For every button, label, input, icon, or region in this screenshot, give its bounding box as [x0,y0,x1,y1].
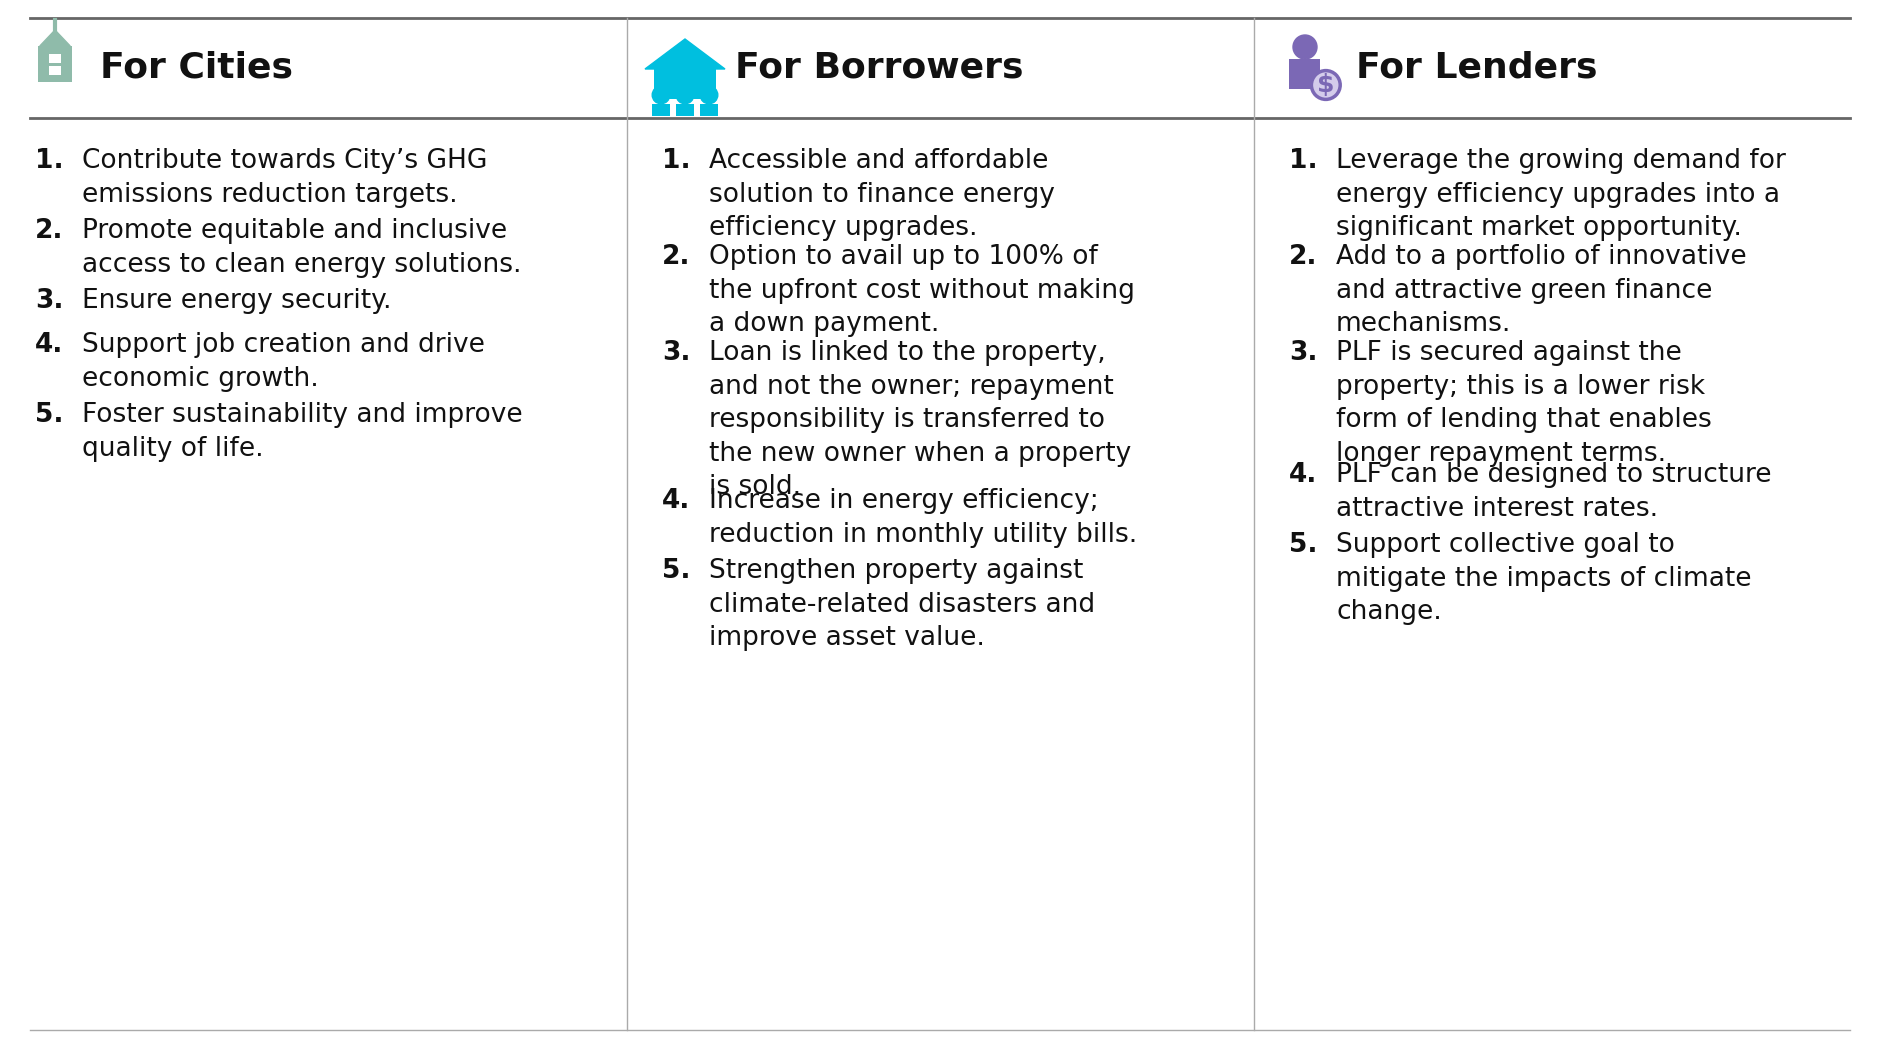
FancyBboxPatch shape [1290,60,1320,89]
FancyBboxPatch shape [677,103,694,116]
Text: 4.: 4. [1290,462,1318,488]
Circle shape [652,87,669,103]
FancyBboxPatch shape [49,66,60,75]
Text: Promote equitable and inclusive
access to clean energy solutions.: Promote equitable and inclusive access t… [83,218,521,278]
Text: 1.: 1. [36,148,64,174]
Text: Increase in energy efficiency;
reduction in monthly utility bills.: Increase in energy efficiency; reduction… [709,488,1137,548]
Text: 1.: 1. [662,148,690,174]
FancyBboxPatch shape [654,69,716,99]
Text: For Cities: For Cities [100,51,293,85]
Text: 2.: 2. [1290,244,1318,270]
Circle shape [677,87,694,103]
Circle shape [1312,71,1340,99]
Text: PLF can be designed to structure
attractive interest rates.: PLF can be designed to structure attract… [1337,462,1771,522]
Text: Support job creation and drive
economic growth.: Support job creation and drive economic … [83,332,485,392]
Text: 3.: 3. [36,288,64,314]
Text: 5.: 5. [1290,532,1318,557]
FancyBboxPatch shape [699,103,718,116]
Text: $: $ [1318,73,1335,97]
Text: 5.: 5. [662,557,690,584]
Text: PLF is secured against the
property; this is a lower risk
form of lending that e: PLF is secured against the property; thi… [1337,340,1713,467]
Text: 4.: 4. [36,332,64,358]
Text: 2.: 2. [36,218,64,244]
Text: Add to a portfolio of innovative
and attractive green finance
mechanisms.: Add to a portfolio of innovative and att… [1337,244,1747,337]
Text: Option to avail up to 100% of
the upfront cost without making
a down payment.: Option to avail up to 100% of the upfron… [709,244,1136,337]
Text: Ensure energy security.: Ensure energy security. [83,288,391,314]
Polygon shape [39,30,70,46]
Text: Support collective goal to
mitigate the impacts of climate
change.: Support collective goal to mitigate the … [1337,532,1752,625]
Circle shape [699,87,718,103]
Text: 3.: 3. [1290,340,1318,366]
Polygon shape [645,39,726,69]
FancyBboxPatch shape [652,103,669,116]
FancyBboxPatch shape [49,54,60,63]
Text: Leverage the growing demand for
energy efficiency upgrades into a
significant ma: Leverage the growing demand for energy e… [1337,148,1786,241]
Text: 5.: 5. [36,402,64,428]
Text: Loan is linked to the property,
and not the owner; repayment
responsibility is t: Loan is linked to the property, and not … [709,340,1132,500]
Text: Contribute towards City’s GHG
emissions reduction targets.: Contribute towards City’s GHG emissions … [83,148,487,208]
Text: 3.: 3. [662,340,690,366]
FancyBboxPatch shape [38,46,71,82]
Text: Strengthen property against
climate-related disasters and
improve asset value.: Strengthen property against climate-rela… [709,557,1096,651]
Text: For Borrowers: For Borrowers [735,51,1023,85]
Text: For Lenders: For Lenders [1355,51,1598,85]
Text: 2.: 2. [662,244,690,270]
Text: Foster sustainability and improve
quality of life.: Foster sustainability and improve qualit… [83,402,523,461]
Circle shape [1293,35,1318,60]
Text: 1.: 1. [1290,148,1318,174]
Text: 4.: 4. [662,488,690,514]
Text: Accessible and affordable
solution to finance energy
efficiency upgrades.: Accessible and affordable solution to fi… [709,148,1055,241]
